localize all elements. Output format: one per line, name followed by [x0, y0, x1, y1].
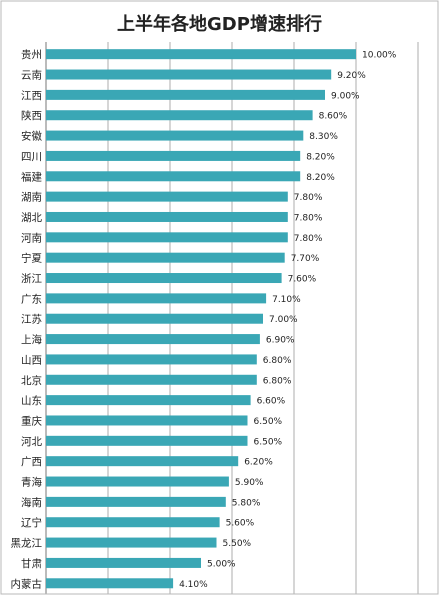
- category-label-14: 上海: [21, 333, 42, 346]
- value-label-4: 8.30%: [309, 132, 338, 142]
- value-label-16: 6.80%: [263, 376, 292, 386]
- category-label-8: 湖北: [21, 212, 42, 224]
- bar-14: [46, 334, 260, 345]
- category-label-25: 甘肃: [21, 557, 42, 570]
- bar-13: [46, 313, 263, 324]
- bar-9: [46, 232, 288, 243]
- value-label-22: 5.80%: [232, 498, 261, 508]
- bar-23: [46, 517, 220, 528]
- category-label-15: 山西: [21, 354, 42, 366]
- category-label-11: 浙江: [21, 273, 42, 285]
- category-label-17: 山东: [21, 394, 42, 407]
- value-label-7: 7.80%: [294, 193, 323, 203]
- value-label-8: 7.80%: [294, 213, 323, 223]
- bar-17: [46, 395, 251, 406]
- category-label-13: 江苏: [21, 313, 42, 326]
- category-label-9: 河南: [21, 231, 42, 244]
- value-label-2: 9.00%: [331, 91, 360, 101]
- value-label-14: 6.90%: [266, 336, 295, 346]
- chart-title: 上半年各地GDP增速排行: [117, 13, 322, 35]
- bar-4: [46, 130, 304, 141]
- category-label-24: 黑龙江: [11, 537, 43, 550]
- value-label-6: 8.20%: [306, 173, 335, 183]
- category-label-26: 内蒙古: [11, 577, 43, 590]
- bar-21: [46, 476, 229, 487]
- bar-0: [46, 49, 356, 60]
- value-label-18: 6.50%: [254, 417, 283, 427]
- category-label-5: 四川: [21, 151, 42, 163]
- value-label-24: 5.50%: [223, 539, 252, 549]
- category-label-10: 宁夏: [21, 252, 42, 265]
- bar-12: [46, 293, 267, 304]
- bar-22: [46, 496, 226, 507]
- bar-10: [46, 252, 285, 263]
- bar-16: [46, 374, 257, 385]
- value-label-23: 5.60%: [226, 519, 255, 529]
- value-label-1: 9.20%: [337, 71, 366, 81]
- category-label-2: 江西: [21, 90, 42, 102]
- category-label-21: 青海: [21, 476, 42, 489]
- value-label-12: 7.10%: [272, 295, 301, 305]
- value-label-20: 6.20%: [244, 458, 273, 468]
- category-label-6: 福建: [21, 170, 42, 183]
- category-label-3: 陕西: [21, 109, 42, 122]
- bar-24: [46, 537, 217, 548]
- category-label-7: 湖南: [21, 191, 42, 204]
- bar-25: [46, 557, 201, 568]
- value-label-21: 5.90%: [235, 478, 264, 488]
- category-label-1: 云南: [21, 69, 42, 82]
- bar-6: [46, 171, 301, 182]
- category-label-23: 辽宁: [21, 516, 42, 529]
- bar-5: [46, 150, 301, 161]
- value-label-26: 4.10%: [179, 580, 208, 590]
- value-label-5: 8.20%: [306, 152, 335, 162]
- category-label-4: 安徽: [21, 130, 42, 143]
- category-label-0: 贵州: [21, 48, 42, 61]
- bar-26: [46, 578, 174, 589]
- bar-1: [46, 69, 332, 80]
- value-label-3: 8.60%: [319, 112, 348, 122]
- value-label-10: 7.70%: [291, 254, 320, 264]
- bar-3: [46, 110, 313, 121]
- bar-8: [46, 211, 288, 222]
- bar-20: [46, 456, 239, 467]
- category-label-12: 广东: [21, 292, 42, 305]
- value-label-25: 5.00%: [207, 559, 236, 569]
- bar-19: [46, 435, 248, 446]
- category-label-20: 广西: [21, 456, 42, 468]
- bar-11: [46, 273, 282, 284]
- category-label-22: 海南: [21, 496, 42, 509]
- value-label-13: 7.00%: [269, 315, 298, 325]
- category-label-16: 北京: [21, 374, 42, 387]
- bar-15: [46, 354, 257, 365]
- value-label-9: 7.80%: [294, 234, 323, 244]
- bar-2: [46, 89, 325, 100]
- bar-7: [46, 191, 288, 202]
- bar-18: [46, 415, 248, 426]
- value-label-19: 6.50%: [254, 437, 283, 447]
- value-label-15: 6.80%: [263, 356, 292, 366]
- category-label-19: 河北: [21, 436, 42, 448]
- value-label-17: 6.60%: [257, 397, 286, 407]
- value-label-0: 10.00%: [362, 51, 397, 61]
- value-label-11: 7.60%: [288, 275, 317, 285]
- category-label-18: 重庆: [21, 414, 42, 427]
